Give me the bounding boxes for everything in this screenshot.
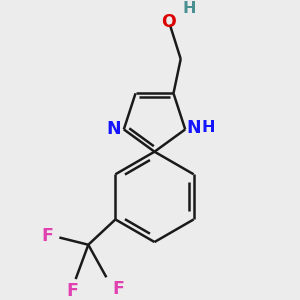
- Text: F: F: [42, 227, 54, 245]
- Text: F: F: [66, 282, 78, 300]
- Text: H: H: [201, 120, 214, 135]
- Text: O: O: [161, 13, 176, 31]
- Text: H: H: [183, 1, 196, 16]
- Text: F: F: [112, 280, 124, 298]
- Text: N: N: [106, 120, 121, 138]
- Text: N: N: [186, 118, 201, 136]
